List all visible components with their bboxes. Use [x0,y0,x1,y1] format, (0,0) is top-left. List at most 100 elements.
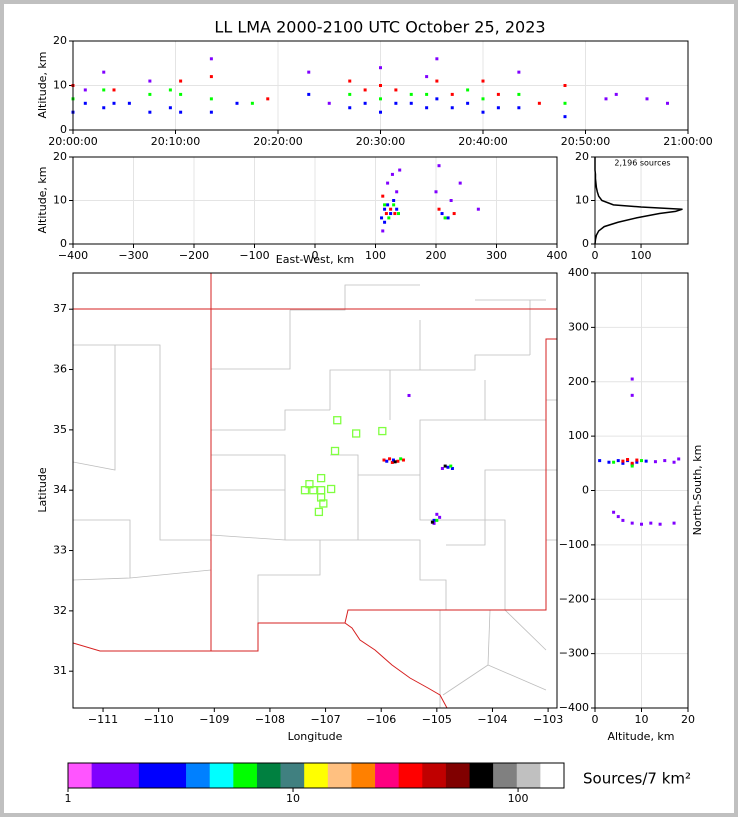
colorbar-segment [493,763,518,788]
source-point [616,459,620,463]
source-point [446,465,450,469]
source-point [658,522,662,526]
source-point [614,92,618,96]
source-point [517,106,521,110]
figure-background [4,4,734,813]
source-point [392,203,396,207]
x-tick-label: 20:50:00 [561,135,610,148]
source-point [672,460,676,464]
source-point [391,458,395,462]
station [314,507,324,517]
source-point [481,97,485,101]
colorbar-segment [351,763,376,788]
source-point [379,97,382,101]
source-point [476,207,480,211]
x-tick-label: 10 [635,713,649,726]
source-point [598,459,602,463]
source-point [435,518,439,522]
source-point [481,79,485,83]
source-point [612,510,616,514]
y-tick-label: 0 [582,237,589,250]
source-point [112,88,116,92]
station [316,473,326,483]
x-tick-label: −110 [144,713,174,726]
source-point [644,459,648,463]
source-point [452,212,456,216]
source-point [630,393,634,397]
station [326,484,336,494]
y-tick-label: 20 [575,150,589,163]
source-point [407,393,411,397]
axes-frame [594,272,689,709]
source-point [379,110,382,114]
x-tick-label: 20:10:00 [151,135,200,148]
x-tick-label: −108 [255,713,285,726]
source-point [435,79,439,83]
source-point [630,464,634,468]
source-point [621,518,625,522]
source-point [612,460,616,464]
y-tick-label: 33 [53,544,67,557]
source-point [383,220,387,224]
source-point [179,79,183,83]
x-tick-label: 21:00:00 [663,135,712,148]
source-point [235,101,239,105]
source-point [307,92,311,96]
x-tick-label: −200 [179,249,209,262]
source-point [604,97,608,101]
x-tick-label: −106 [366,713,396,726]
source-point [401,458,405,462]
y-tick-label: 10 [53,194,67,207]
source-point [672,521,676,525]
source-point [348,92,352,96]
x-tick-label: 20:40:00 [458,135,507,148]
y-tick-label: 31 [53,664,67,677]
colorbar-tick-label: 100 [508,792,529,805]
x-tick-label: 100 [365,249,386,262]
source-point [630,377,634,381]
source-point [385,459,389,463]
state-border [73,273,557,708]
source-point [440,466,444,470]
source-point [630,461,634,465]
y-tick-label: 37 [53,302,67,315]
x-tick-label: 100 [631,249,652,262]
source-point [387,216,391,220]
source-point [466,101,470,105]
x-tick-label: −103 [533,713,563,726]
source-point [496,106,500,110]
x-tick-label: 0 [592,249,599,262]
x-tick-label: 0 [312,249,319,262]
y-tick-label: 0 [60,237,67,250]
source-point [409,92,413,96]
x-axis-label: Longitude [288,730,343,743]
chart-title: LL LMA 2000-2100 UTC October 25, 2023 [214,18,545,37]
source-point [209,110,213,114]
colorbar-segment [91,763,116,788]
colorbar-segment [138,763,163,788]
x-tick-label: −400 [58,249,88,262]
source-point [381,194,385,198]
source-point [383,207,387,211]
x-tick-label: 20:20:00 [253,135,302,148]
colorbar-segment [469,763,494,788]
source-point [435,57,439,61]
map-base [73,273,557,708]
x-tick-label: −105 [422,713,452,726]
source-point [635,460,639,464]
source-point [209,97,213,101]
source-point [379,66,382,70]
y-axis-label: Altitude, km [36,51,49,118]
axes-frame [72,272,558,709]
source-point [390,172,394,176]
source-point [517,70,521,74]
source-point [168,106,172,110]
source-point [409,101,413,105]
source-point [425,75,429,79]
source-point [382,458,386,462]
y-axis-label: Latitude [36,467,49,513]
source-point [393,212,397,216]
source-point [432,518,436,522]
